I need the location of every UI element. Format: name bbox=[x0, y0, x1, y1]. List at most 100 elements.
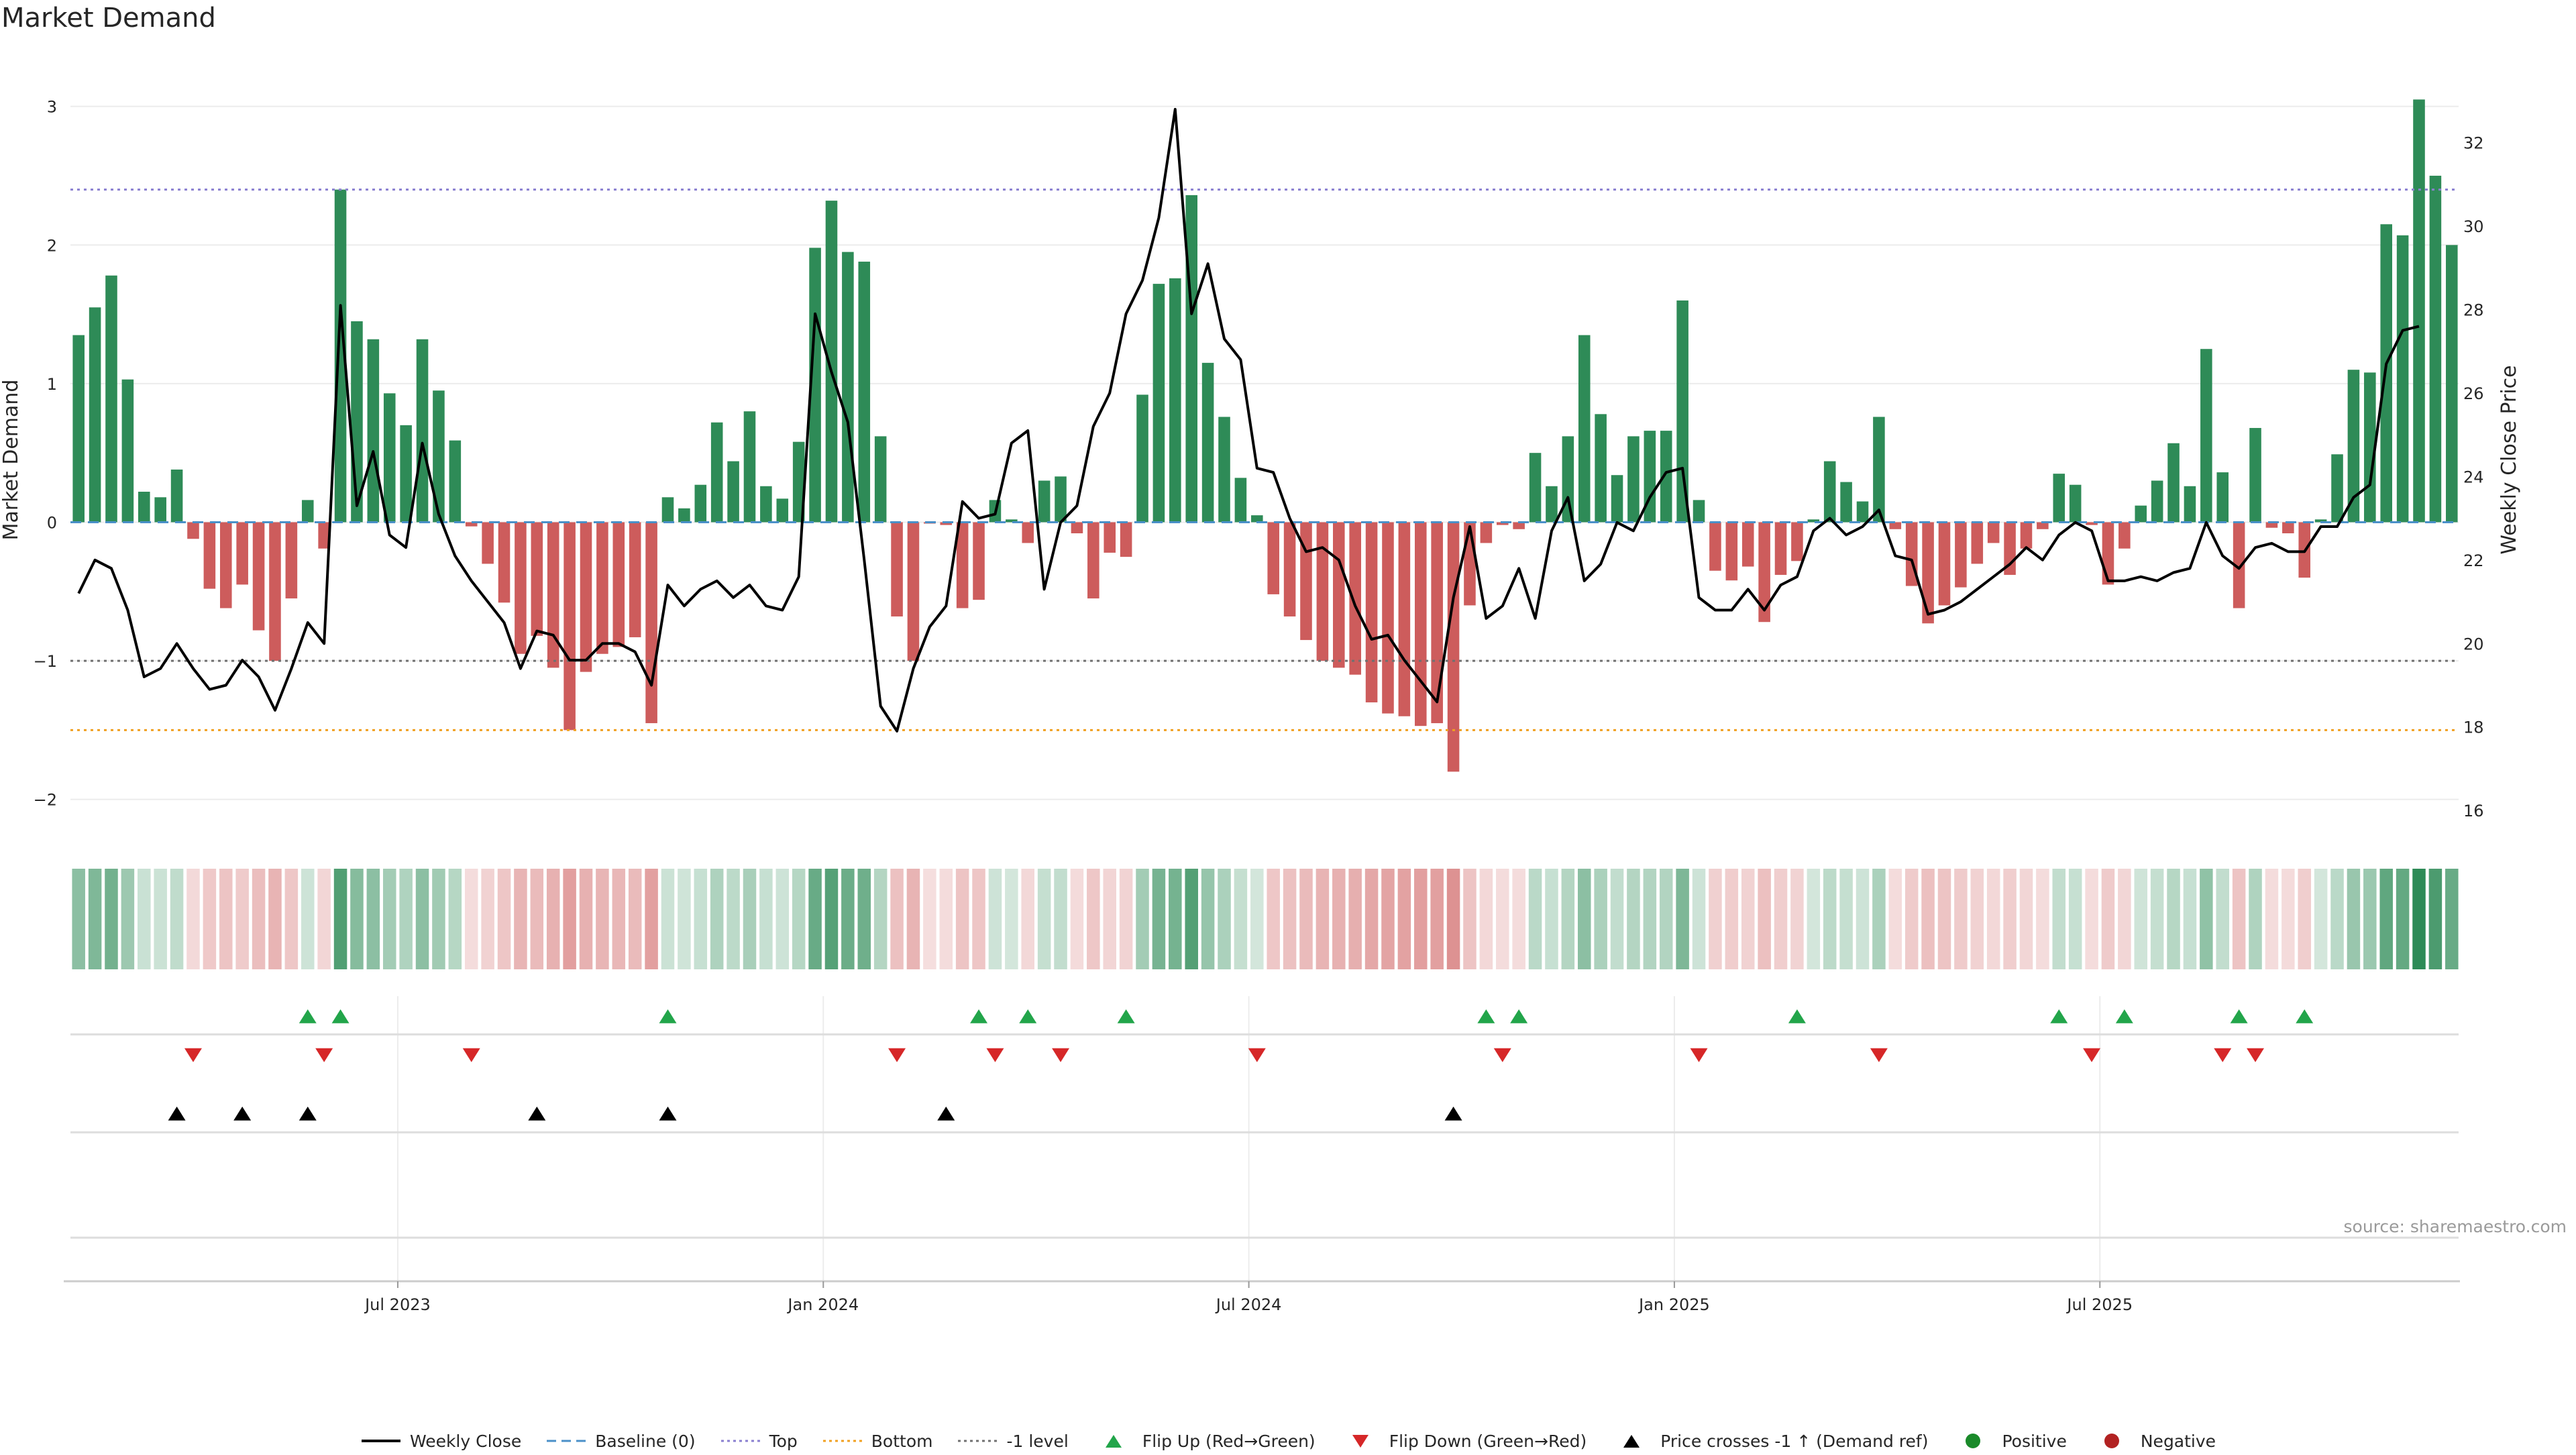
flip-up-marker bbox=[1510, 1009, 1528, 1024]
demand-bar bbox=[809, 248, 821, 523]
demand-bar bbox=[1349, 522, 1361, 675]
legend-label: Baseline (0) bbox=[595, 1431, 696, 1451]
demand-bar bbox=[1234, 478, 1247, 523]
legend-label: Flip Up (Red→Green) bbox=[1142, 1431, 1316, 1451]
demand-bar bbox=[1496, 522, 1509, 525]
y-tick-label: 3 bbox=[47, 98, 57, 117]
y2-tick-label: 16 bbox=[2463, 802, 2484, 820]
flip-down-marker bbox=[1870, 1048, 1888, 1063]
demand-bar bbox=[1725, 522, 1738, 581]
demand-bar bbox=[2413, 99, 2425, 523]
heat-strip-cell bbox=[1037, 869, 1051, 969]
y2-tick-label: 20 bbox=[2463, 635, 2484, 653]
heat-strip-cell bbox=[88, 869, 102, 969]
heat-strip-cell bbox=[1463, 869, 1477, 969]
heat-strip-cell bbox=[939, 869, 953, 969]
demand-bar bbox=[105, 275, 117, 523]
heat-strip-cell bbox=[1594, 869, 1607, 969]
heat-strip-cell bbox=[1725, 869, 1739, 969]
heat-strip-cell bbox=[1348, 869, 1362, 969]
demand-bar bbox=[1120, 522, 1132, 557]
heat-strip-cell bbox=[727, 869, 740, 969]
demand-bar bbox=[2184, 486, 2196, 523]
heat-strip-cell bbox=[268, 869, 282, 969]
heat-strip-cell bbox=[645, 869, 658, 969]
demand-bar bbox=[1218, 417, 1230, 523]
demand-bar bbox=[645, 522, 657, 724]
x-tick-label: Jan 2025 bbox=[1638, 1295, 1710, 1314]
x-tick-label: Jan 2024 bbox=[786, 1295, 859, 1314]
heat-strip-cell bbox=[1709, 869, 1722, 969]
heat-strip-cell bbox=[2363, 869, 2377, 969]
legend-symbol bbox=[720, 1431, 761, 1451]
heat-strip-cell bbox=[1283, 869, 1297, 969]
heat-strip-cell bbox=[2298, 869, 2311, 969]
demand-bar bbox=[2282, 522, 2294, 533]
heat-strip-cell bbox=[1234, 869, 1248, 969]
demand-bar bbox=[547, 522, 559, 668]
heat-strip-cell bbox=[2330, 869, 2344, 969]
legend-item: Positive bbox=[1952, 1431, 2067, 1451]
heat-strip-cell bbox=[841, 869, 855, 969]
legend-label: Bottom bbox=[871, 1431, 933, 1451]
heat-strip-cell bbox=[497, 869, 511, 969]
demand-bar bbox=[1283, 522, 1296, 616]
price-cross-marker bbox=[659, 1106, 677, 1121]
legend-label: -1 level bbox=[1006, 1431, 1069, 1451]
heat-strip-cell bbox=[2282, 869, 2295, 969]
demand-bar bbox=[1791, 522, 1803, 561]
demand-bar bbox=[2135, 505, 2147, 523]
demand-bar bbox=[1136, 394, 1148, 523]
heat-strip-cell bbox=[121, 869, 135, 969]
heat-strip-cell bbox=[2003, 869, 2017, 969]
demand-bar bbox=[776, 498, 789, 523]
flip-down-marker bbox=[184, 1048, 202, 1063]
demand-bar bbox=[2249, 427, 2261, 523]
source-credit: source: sharemaestro.com bbox=[2343, 1217, 2567, 1236]
heat-strip-cell bbox=[105, 869, 118, 969]
demand-bar bbox=[710, 422, 723, 523]
heat-strip-cell bbox=[2412, 869, 2426, 969]
heat-strip-cell bbox=[530, 869, 544, 969]
heat-strip-cell bbox=[72, 869, 85, 969]
demand-bar bbox=[891, 522, 903, 616]
heat-strip-cell bbox=[382, 869, 396, 969]
demand-bar bbox=[465, 522, 478, 527]
demand-bar bbox=[1006, 519, 1018, 523]
heat-strip-cell bbox=[955, 869, 969, 969]
demand-bar bbox=[2167, 443, 2180, 523]
flip-up-marker bbox=[659, 1009, 677, 1024]
heat-strip-cell bbox=[1970, 869, 1984, 969]
heat-strip-cell bbox=[1218, 869, 1231, 969]
demand-bar bbox=[1922, 522, 1934, 624]
heat-strip-cell bbox=[2445, 869, 2459, 969]
heat-strip-cell bbox=[873, 869, 888, 969]
heat-strip-cell bbox=[2036, 869, 2049, 969]
demand-bar bbox=[170, 469, 183, 523]
legend-item: Weekly Close bbox=[360, 1431, 521, 1451]
legend-item: Price crosses -1 ↑ (Demand ref) bbox=[1611, 1431, 1928, 1451]
heat-strip-cell bbox=[1888, 869, 1902, 969]
heat-strip-cell bbox=[317, 869, 331, 969]
demand-bar bbox=[400, 425, 412, 523]
heat-strip-cell bbox=[432, 869, 445, 969]
demand-bar bbox=[1480, 522, 1493, 543]
demand-bar bbox=[743, 411, 756, 523]
heat-strip-cell bbox=[1872, 869, 1886, 969]
demand-bar bbox=[940, 522, 953, 525]
demand-bar bbox=[2069, 484, 2082, 523]
demand-bar bbox=[1823, 461, 1836, 523]
demand-bar bbox=[252, 522, 265, 631]
heat-strip-cell bbox=[2428, 869, 2443, 969]
flip-up-marker bbox=[2296, 1009, 2314, 1024]
price-cross-marker bbox=[168, 1106, 186, 1121]
demand-bar bbox=[825, 201, 838, 523]
legend-label: Weekly Close bbox=[409, 1431, 522, 1451]
heat-strip-cell bbox=[1267, 869, 1280, 969]
flip-up-marker bbox=[1788, 1009, 1806, 1024]
demand-bar bbox=[1201, 362, 1214, 523]
flip-down-marker bbox=[888, 1048, 906, 1063]
demand-bar bbox=[2347, 370, 2360, 523]
flip-down-marker bbox=[2083, 1048, 2101, 1063]
